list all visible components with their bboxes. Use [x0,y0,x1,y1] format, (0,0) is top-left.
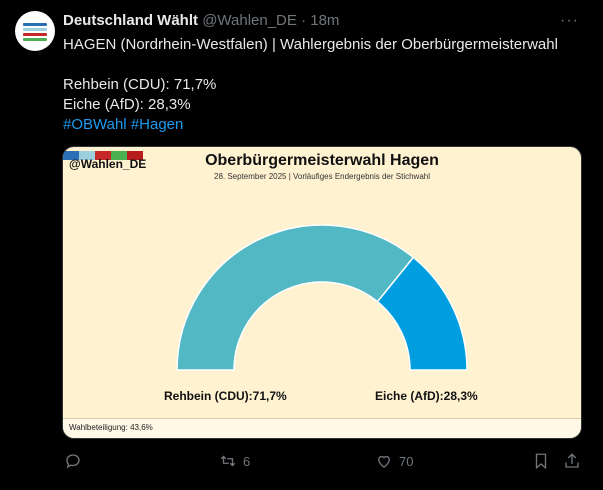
reply-icon [66,454,80,469]
bookmark-icon [535,453,547,470]
turnout-text: Wahlbeteiligung: 43,6% [63,418,581,438]
hashtag-link[interactable]: #Hagen [130,116,184,133]
gauge-segment-1 [376,256,468,371]
value-label: 71,7% [252,389,287,403]
series-label: Rehbein (CDU): [164,389,253,403]
repost-count: 6 [243,453,251,469]
repost-icon [220,455,236,467]
label-rehbein: Rehbein (CDU):71,7% [164,389,287,403]
hashtags: #OBWahl #Hagen [63,115,583,135]
like-button[interactable]: 70 [375,452,413,470]
tweet-text: HAGEN (Nordrhein-Westfalen) | Wahlergebn… [63,35,583,135]
reply-button[interactable] [64,452,88,470]
value-label: 28,3% [443,389,478,403]
tweet-line [63,55,583,75]
chart-title: Oberbürgermeisterwahl Hagen [205,152,439,169]
bookmark-button[interactable] [532,452,550,470]
author-handle[interactable]: @Wahlen_DE [202,12,297,29]
share-icon [565,453,579,468]
like-icon [378,455,390,468]
action-bar: 6 70 [0,452,603,472]
label-eiche: Eiche (AfD):28,3% [375,389,478,403]
series-label: Eiche (AfD): [375,389,444,403]
chart-subtitle: 28. September 2025 | Vorläufiges Enderge… [214,172,430,181]
like-count: 70 [399,453,414,469]
media-card[interactable]: @Wahlen_DE Oberbürgermeisterwahl Hagen 2… [62,146,582,439]
tweet-line: HAGEN (Nordrhein-Westfalen) | Wahlergebn… [63,36,558,53]
hashtag-link[interactable]: #OBWahl [63,116,127,133]
avatar[interactable] [15,11,55,51]
logo-stripes [63,147,143,160]
tweet-time[interactable]: · 18m [301,12,340,29]
more-icon[interactable]: ··· [560,12,579,29]
tweet-line: Rehbein (CDU): 71,7% [63,76,217,93]
author-name[interactable]: Deutschland Wählt [63,12,199,29]
repost-button[interactable]: 6 [219,452,250,470]
gauge-chart [176,224,468,371]
card-handle: @Wahlen_DE [69,157,147,171]
tweet-header: Deutschland Wählt @Wahlen_DE · 18m [63,12,583,32]
share-button[interactable] [563,452,581,470]
gauge-segment-0 [176,224,415,371]
tweet-line: Eiche (AfD): 28,3% [63,96,191,113]
